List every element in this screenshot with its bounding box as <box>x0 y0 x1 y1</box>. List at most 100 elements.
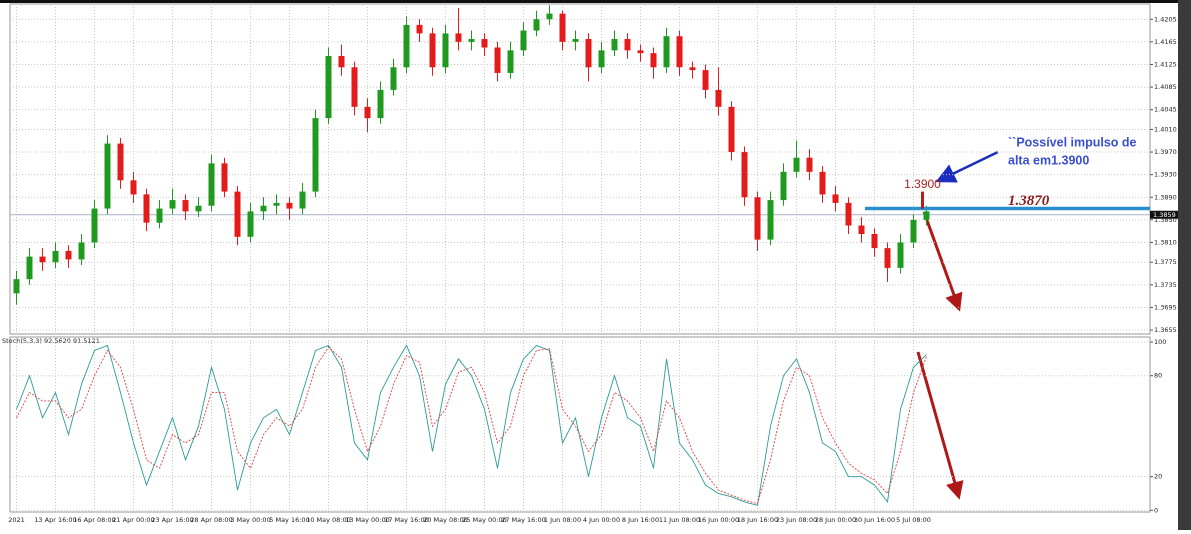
candle-body <box>377 89 384 119</box>
x-tick-label: 20 May 08:00 <box>423 516 468 524</box>
candle-body <box>208 163 215 206</box>
candle-body <box>351 67 358 107</box>
candle-body <box>871 233 878 249</box>
candle-body <box>455 33 462 42</box>
candle-body <box>78 242 85 260</box>
blue-arrow <box>935 150 999 183</box>
candle-body <box>494 47 501 73</box>
candle-body <box>364 106 371 119</box>
stoch-title: Stoch(5,3,3) 92.5620 91.5121 <box>2 337 100 345</box>
candle-body <box>754 197 761 240</box>
y-tick-label: 20 <box>1154 473 1162 481</box>
candle-body <box>910 219 917 243</box>
candle-body <box>819 171 826 195</box>
candle-body <box>65 250 72 260</box>
candle-body <box>858 225 865 234</box>
annotation: ``Possível impulso de <box>1008 135 1137 149</box>
candle-body <box>897 242 904 268</box>
y-tick-label: 100 <box>1154 338 1166 346</box>
y-tick-label: 1.3970 <box>1154 148 1177 156</box>
x-tick-label: 5 Jul 08:00 <box>896 516 931 524</box>
candle-body <box>442 33 449 68</box>
candle-body <box>572 39 579 42</box>
candle-body <box>468 39 475 42</box>
red-arrow <box>922 211 963 312</box>
x-tick-label: 28 Jun 00:00 <box>815 516 856 524</box>
y-tick-label: 1.4010 <box>1154 125 1177 133</box>
candle-body <box>832 194 839 203</box>
candle-body <box>429 33 436 68</box>
candle-body <box>845 202 852 226</box>
candle-body <box>117 143 124 181</box>
candle-body <box>624 39 631 51</box>
top-bar <box>0 0 1191 3</box>
candle-body <box>338 55 345 68</box>
x-tick-label: 21 Apr 00:00 <box>112 516 154 524</box>
candle-body <box>806 157 813 172</box>
candle-body <box>403 24 410 68</box>
candle-body <box>702 70 709 90</box>
x-tick-label: 2021 <box>8 516 25 524</box>
candle-body <box>247 211 254 237</box>
candle-body <box>533 19 540 31</box>
candle-body <box>793 157 800 172</box>
candle-body <box>13 279 20 294</box>
y-tick-label: 1.4085 <box>1154 83 1177 91</box>
candle-body <box>299 191 306 209</box>
last-price-label: 1.3859 <box>1153 211 1176 219</box>
x-tick-label: 8 Jun 16:00 <box>622 516 659 524</box>
candle-body <box>234 191 241 237</box>
red-arrow <box>916 351 964 500</box>
x-tick-label: 1 Jun 08:00 <box>544 516 581 524</box>
x-tick-label: 23 Jun 08:00 <box>776 516 817 524</box>
y-tick-label: 1.3890 <box>1154 193 1177 201</box>
candle-body <box>286 202 293 209</box>
candle-body <box>663 36 670 68</box>
candle-body <box>143 194 150 223</box>
stoch-line <box>16 346 927 505</box>
y-tick-label: 1.3930 <box>1154 171 1177 179</box>
candle-body <box>715 89 722 107</box>
candle-body <box>195 205 202 212</box>
candle-body <box>156 208 163 223</box>
candle-body <box>780 171 787 201</box>
stoch-panel <box>9 336 1151 513</box>
y-tick-label: 1.3810 <box>1154 238 1177 246</box>
candle-body <box>767 200 774 240</box>
candle-body <box>637 50 644 54</box>
y-tick-label: 1.3775 <box>1154 258 1177 266</box>
x-tick-label: 5 May 16:00 <box>269 516 309 524</box>
x-tick-label: 17 May 16:00 <box>384 516 429 524</box>
x-tick-label: 4 Jun 00:00 <box>583 516 620 524</box>
candle-body <box>507 50 514 73</box>
marker-label: 1.3900 <box>904 177 941 191</box>
candle-body <box>52 250 59 263</box>
x-tick-label: 25 May 00:00 <box>462 516 507 524</box>
candle-body <box>182 200 189 212</box>
candle-body <box>559 13 566 42</box>
candle-body <box>390 67 397 90</box>
candle-body <box>221 163 228 192</box>
candle-body <box>416 24 423 34</box>
candle-body <box>546 13 553 20</box>
candle-body <box>611 39 618 51</box>
candle-body <box>650 53 657 68</box>
candle-body <box>598 50 605 68</box>
x-tick-label: 27 May 16:00 <box>501 516 546 524</box>
candle-body <box>169 200 176 209</box>
candle-body <box>676 36 683 68</box>
candle-body <box>273 202 280 206</box>
annotation: alta em1.3900 <box>1008 153 1089 167</box>
x-tick-label: 11 Jun 08:00 <box>659 516 700 524</box>
candle-body <box>312 118 319 192</box>
y-tick-label: 80 <box>1154 372 1162 380</box>
candle-body <box>104 143 111 209</box>
candle-body <box>585 39 592 68</box>
x-tick-label: 30 Jun 16:00 <box>854 516 895 524</box>
x-tick-label: 16 Jun 00:00 <box>698 516 739 524</box>
y-tick-label: 1.3850 <box>1154 216 1177 224</box>
candle-body <box>728 106 735 153</box>
